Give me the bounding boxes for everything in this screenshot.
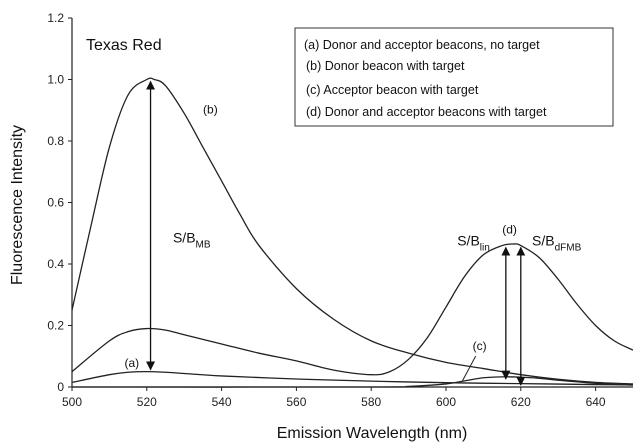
sb-label-mb: S/BMB <box>173 229 211 250</box>
sb-label-base: S/B <box>173 229 196 245</box>
x-tick-label: 600 <box>436 395 456 409</box>
x-tick-label: 520 <box>137 395 157 409</box>
curve-labels: (a) (b) (c) (d) <box>125 102 517 370</box>
curve-label-d: (d) <box>502 222 517 236</box>
curve-label-a: (a) <box>125 356 140 370</box>
series-line-d <box>71 243 633 376</box>
legend-entry-a: (a) Donor and acceptor beacons, no targe… <box>304 38 540 52</box>
y-tick-label: 0.4 <box>47 257 64 271</box>
y-tick-label: 0.6 <box>47 196 64 210</box>
y-axis-ticks: 0 0.2 0.4 0.6 0.8 1.0 1.2 <box>47 11 72 394</box>
curve-label-c: (c) <box>473 339 487 353</box>
y-tick-label: 0.2 <box>47 319 64 333</box>
series-line-c <box>71 376 633 388</box>
legend-entry-b: (b) Donor beacon with target <box>306 59 465 73</box>
sb-labels: S/BMB S/Blin S/BdFMB <box>173 229 582 253</box>
x-tick-label: 560 <box>286 395 306 409</box>
legend: (a) Donor and acceptor beacons, no targe… <box>294 27 614 127</box>
x-axis-ticks: 500 520 540 560 580 600 620 640 <box>62 387 606 409</box>
sb-label-lin: S/Blin <box>457 233 490 254</box>
legend-entry-c: (c) Acceptor beacon with target <box>306 83 479 97</box>
x-tick-label: 540 <box>212 395 232 409</box>
legend-entry-d: (d) Donor and acceptor beacons with targ… <box>306 105 547 119</box>
curve-label-b: (b) <box>203 102 218 116</box>
sb-label-base: S/B <box>532 233 555 249</box>
y-tick-label: 0.8 <box>47 134 64 148</box>
y-tick-label: 1.0 <box>47 73 64 87</box>
x-tick-label: 500 <box>62 395 82 409</box>
sb-label-dfmb: S/BdFMB <box>532 233 582 254</box>
x-tick-label: 640 <box>586 395 606 409</box>
y-tick-label: 1.2 <box>47 11 64 25</box>
signal-background-arrows <box>145 80 526 386</box>
sb-label-subscript: MB <box>196 239 211 250</box>
sb-label-base: S/B <box>457 233 480 249</box>
y-tick-label: 0 <box>57 380 64 394</box>
sb-label-subscript: dFMB <box>555 243 582 254</box>
legend-box <box>294 27 614 127</box>
sb-label-subscript: lin <box>480 243 490 254</box>
y-axis-title: Fluorescence Intensity <box>9 125 26 285</box>
series-line-b <box>71 77 633 385</box>
x-tick-label: 580 <box>361 395 381 409</box>
x-tick-label: 620 <box>511 395 531 409</box>
dye-label: Texas Red <box>86 37 162 54</box>
x-axis-title: Emission Wavelength (nm) <box>277 425 468 442</box>
curve-c-leader-line <box>461 355 477 382</box>
